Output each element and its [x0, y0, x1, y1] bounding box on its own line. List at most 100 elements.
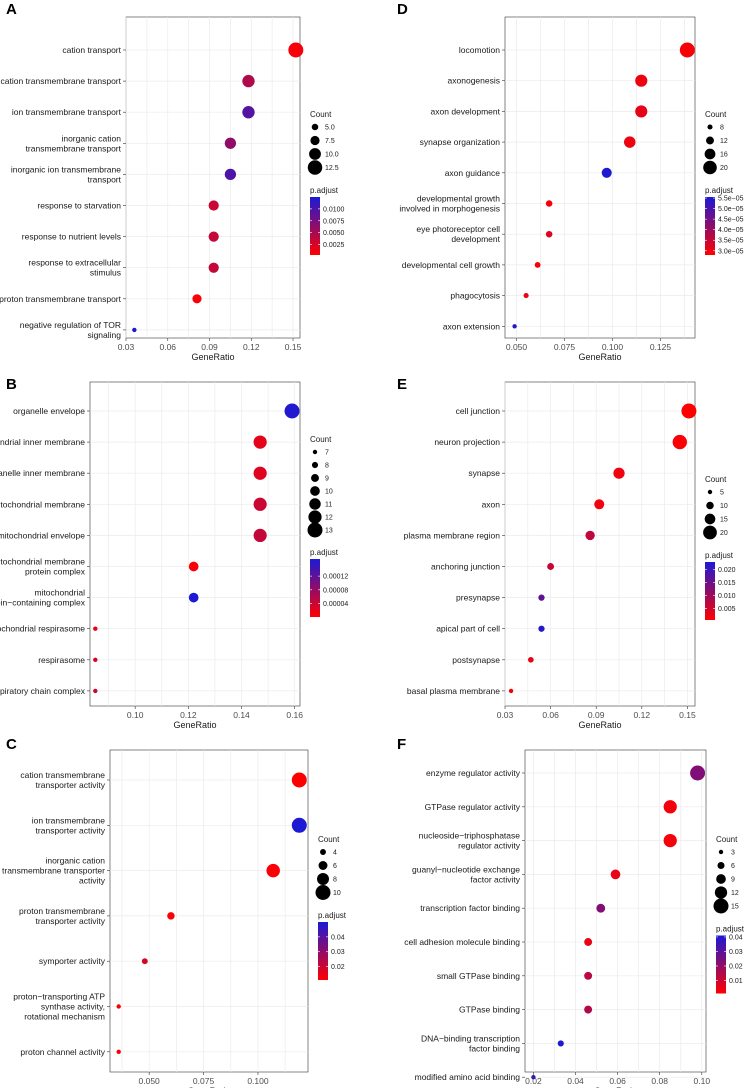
- size-legend-key: [311, 461, 319, 469]
- data-point: [284, 403, 300, 419]
- y-tick-label: proton transmembrane transport: [0, 294, 122, 304]
- color-legend-label: 0.00012: [323, 574, 348, 581]
- x-tick-label: 0.10: [694, 1076, 711, 1086]
- size-legend-title: Count: [310, 110, 332, 119]
- data-point: [584, 938, 593, 946]
- y-tick-label: phagocytosis: [450, 291, 500, 301]
- data-point: [266, 863, 280, 878]
- data-point: [528, 656, 534, 663]
- y-tick-label: GTPase regulator activity: [425, 802, 521, 812]
- color-legend-label: 0.02: [729, 963, 743, 970]
- panel-d: D 0.050 0.075 0.100 0.125 GeneRatio locomotion…: [397, 1, 744, 362]
- size-legend-label: 10: [720, 503, 728, 510]
- y-tick-label: proton channel activity: [20, 1047, 105, 1057]
- size-legend-label: 12: [731, 890, 739, 897]
- size-legend-label: 10: [325, 489, 333, 496]
- color-legend-label: 3.0e−05: [718, 248, 744, 255]
- size-legend-key: [311, 474, 319, 482]
- size-legend-label: 11: [325, 502, 332, 509]
- size-legend-key: [716, 874, 726, 884]
- size-legend-label: 5: [720, 490, 724, 497]
- color-legend-title: p.adjust: [705, 551, 734, 560]
- color-legend-label: 4.5e−05: [718, 217, 744, 224]
- color-legend-bar: [310, 197, 320, 255]
- y-tick-label: inorganic ion transmembrane transport: [11, 164, 122, 184]
- plot-frame: [109, 749, 309, 1073]
- x-tick-label: 0.12: [243, 342, 260, 352]
- x-axis-title: GeneRatio: [578, 720, 621, 730]
- color-legend-label: 0.0025: [323, 242, 345, 249]
- x-tick-label: 0.100: [602, 342, 624, 352]
- y-tick-label: symporter activity: [39, 956, 106, 966]
- data-point: [208, 262, 219, 273]
- y-tick-label: respirasome: [38, 655, 85, 665]
- size-legend-label: 13: [325, 528, 333, 535]
- size-legend-key: [717, 861, 725, 870]
- data-point: [141, 958, 148, 965]
- size-legend-label: 12.5: [325, 165, 339, 172]
- plot-frame: [125, 16, 301, 339]
- color-legend-label: 0.03: [729, 949, 743, 956]
- size-legend-title: Count: [716, 835, 738, 844]
- y-tick-label: axon extension: [443, 321, 500, 331]
- size-legend-key: [312, 449, 318, 455]
- data-point: [242, 74, 255, 88]
- y-tick-label: axon: [482, 499, 501, 509]
- y-tick-label: nucleoside−triphosphatase regulator activ…: [419, 831, 521, 851]
- y-tick-label: locomotion: [459, 45, 500, 55]
- y-tick-label: organelle envelope: [13, 406, 85, 416]
- color-legend-label: 0.04: [331, 934, 345, 941]
- color-legend-bar: [705, 562, 715, 620]
- data-point: [538, 594, 545, 601]
- color-legend-bar: [318, 922, 328, 980]
- data-point: [208, 200, 219, 211]
- data-point: [538, 625, 545, 632]
- size-legend-key: [714, 886, 728, 899]
- x-tick-label: 0.03: [118, 342, 135, 352]
- color-legend-title: p.adjust: [705, 186, 734, 195]
- size-legend-title: Count: [705, 475, 727, 484]
- data-point: [93, 626, 98, 631]
- y-tick-label: inorganic cation transmembrane transporte…: [2, 856, 106, 886]
- data-point: [594, 499, 605, 510]
- data-point: [253, 435, 267, 449]
- data-point: [585, 530, 595, 541]
- plot-frame: [89, 381, 301, 707]
- data-point: [512, 324, 517, 329]
- data-point: [93, 688, 98, 694]
- x-tick-label: 0.08: [651, 1076, 668, 1086]
- data-point: [116, 1004, 121, 1009]
- panel-letter: B: [6, 376, 17, 393]
- size-legend-key: [706, 501, 714, 510]
- y-tick-label: ion transmembrane transporter activity: [32, 815, 106, 835]
- size-legend-key: [309, 148, 321, 160]
- color-legend-label: 0.0075: [323, 218, 345, 225]
- y-tick-label: axon guidance: [445, 168, 501, 178]
- y-tick-label: cell adhesion molecule binding: [404, 937, 520, 947]
- y-tick-label: organelle inner membrane: [0, 468, 85, 478]
- data-point: [253, 497, 267, 511]
- size-legend-key: [317, 873, 329, 885]
- size-legend-label: 20: [720, 165, 728, 172]
- color-legend-label: 0.00008: [323, 587, 348, 594]
- y-tick-label: transcription factor binding: [420, 903, 520, 913]
- panel-f: F 0.02 0.04 0.06 0.08 0.10 GeneRatio enzyme reg…: [397, 736, 745, 1088]
- data-point: [613, 467, 625, 479]
- y-tick-label: response to starvation: [37, 201, 121, 211]
- color-legend-label: 0.010: [718, 593, 736, 600]
- size-legend-key: [307, 522, 323, 538]
- size-legend-label: 15: [731, 904, 739, 911]
- color-legend-label: 3.5e−05: [718, 238, 744, 245]
- y-tick-label: synapse: [468, 468, 500, 478]
- panel-letter: D: [397, 1, 408, 18]
- y-tick-label: inorganic cation transmembrane transport: [26, 133, 122, 153]
- size-legend-label: 6: [731, 863, 735, 870]
- data-point: [253, 466, 267, 480]
- size-legend-key: [315, 885, 331, 900]
- size-legend-key: [703, 160, 717, 175]
- size-legend-key: [703, 525, 717, 540]
- panel-letter: C: [6, 736, 17, 753]
- data-point: [253, 528, 267, 543]
- size-legend-title: Count: [318, 835, 340, 844]
